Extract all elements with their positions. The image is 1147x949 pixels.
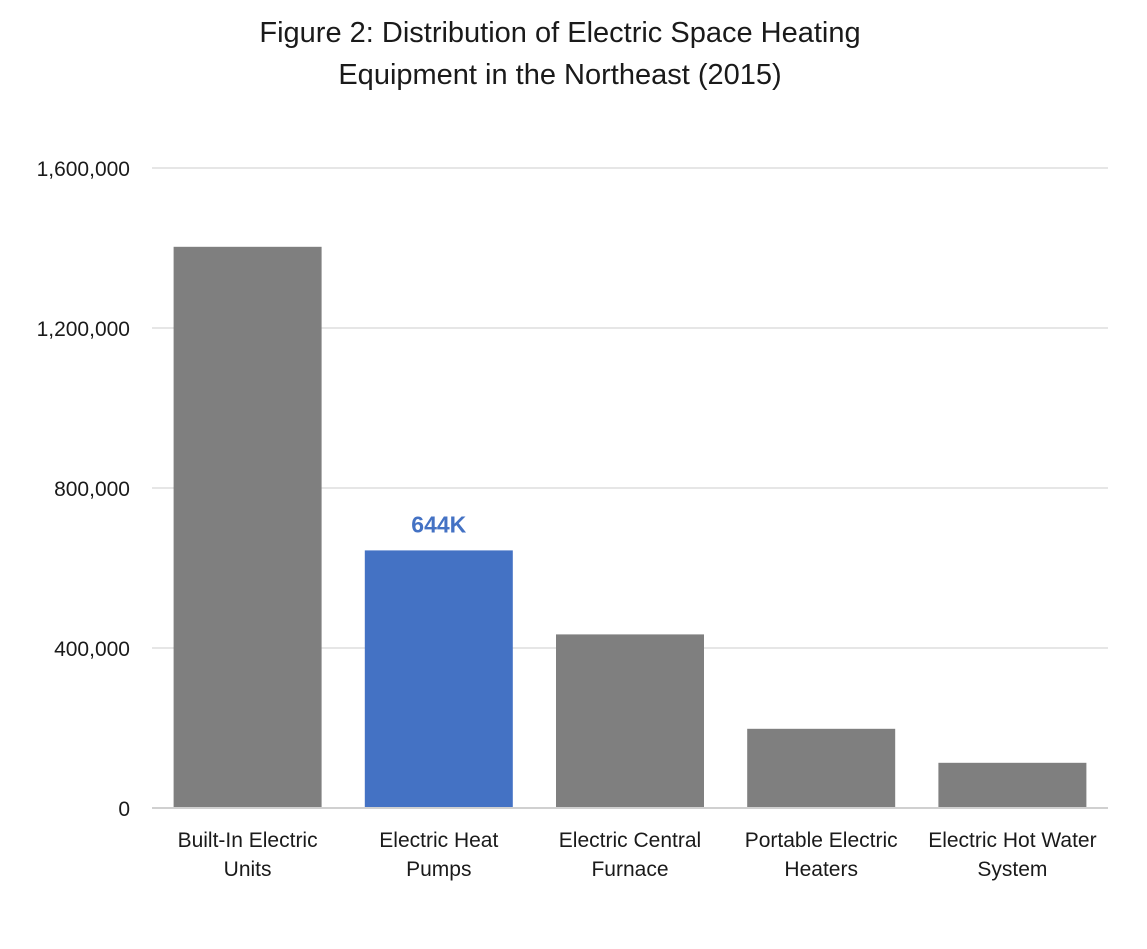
x-category-label: Electric Central bbox=[559, 829, 701, 852]
bar bbox=[938, 762, 1087, 808]
x-category-label: Pumps bbox=[406, 858, 471, 881]
y-tick-label: 1,200,000 bbox=[37, 318, 130, 341]
x-category-label: Portable Electric bbox=[745, 829, 898, 852]
data-label: 644K bbox=[411, 511, 466, 537]
chart-title-line-1: Figure 2: Distribution of Electric Space… bbox=[259, 17, 860, 49]
x-category-label: System bbox=[977, 858, 1047, 881]
y-axis-tick-labels: 0 400,000 800,000 1,200,000 1,600,000 bbox=[37, 158, 130, 821]
y-tick-label: 400,000 bbox=[54, 638, 130, 661]
y-tick-label: 800,000 bbox=[54, 478, 130, 501]
bar bbox=[556, 634, 704, 808]
bar bbox=[364, 550, 513, 808]
bar bbox=[747, 728, 896, 808]
x-category-label: Electric Heat bbox=[379, 829, 498, 852]
y-tick-label: 0 bbox=[118, 798, 130, 821]
x-axis-category-labels: Built-In Electric Units Electric Heat Pumps… bbox=[178, 829, 1097, 881]
y-tick-label: 1,600,000 bbox=[37, 158, 130, 181]
bar bbox=[173, 246, 322, 809]
data-labels: 644K bbox=[411, 511, 466, 537]
bars bbox=[173, 246, 1087, 809]
x-category-label: Units bbox=[224, 858, 272, 881]
x-category-label: Built-In Electric bbox=[178, 829, 318, 852]
x-category-label: Furnace bbox=[591, 858, 668, 881]
x-category-label: Electric Hot Water bbox=[928, 829, 1096, 852]
x-category-label: Heaters bbox=[784, 858, 858, 881]
chart-title-line-2: Equipment in the Northeast (2015) bbox=[338, 59, 781, 91]
chart-title: Figure 2: Distribution of Electric Space… bbox=[259, 17, 860, 91]
